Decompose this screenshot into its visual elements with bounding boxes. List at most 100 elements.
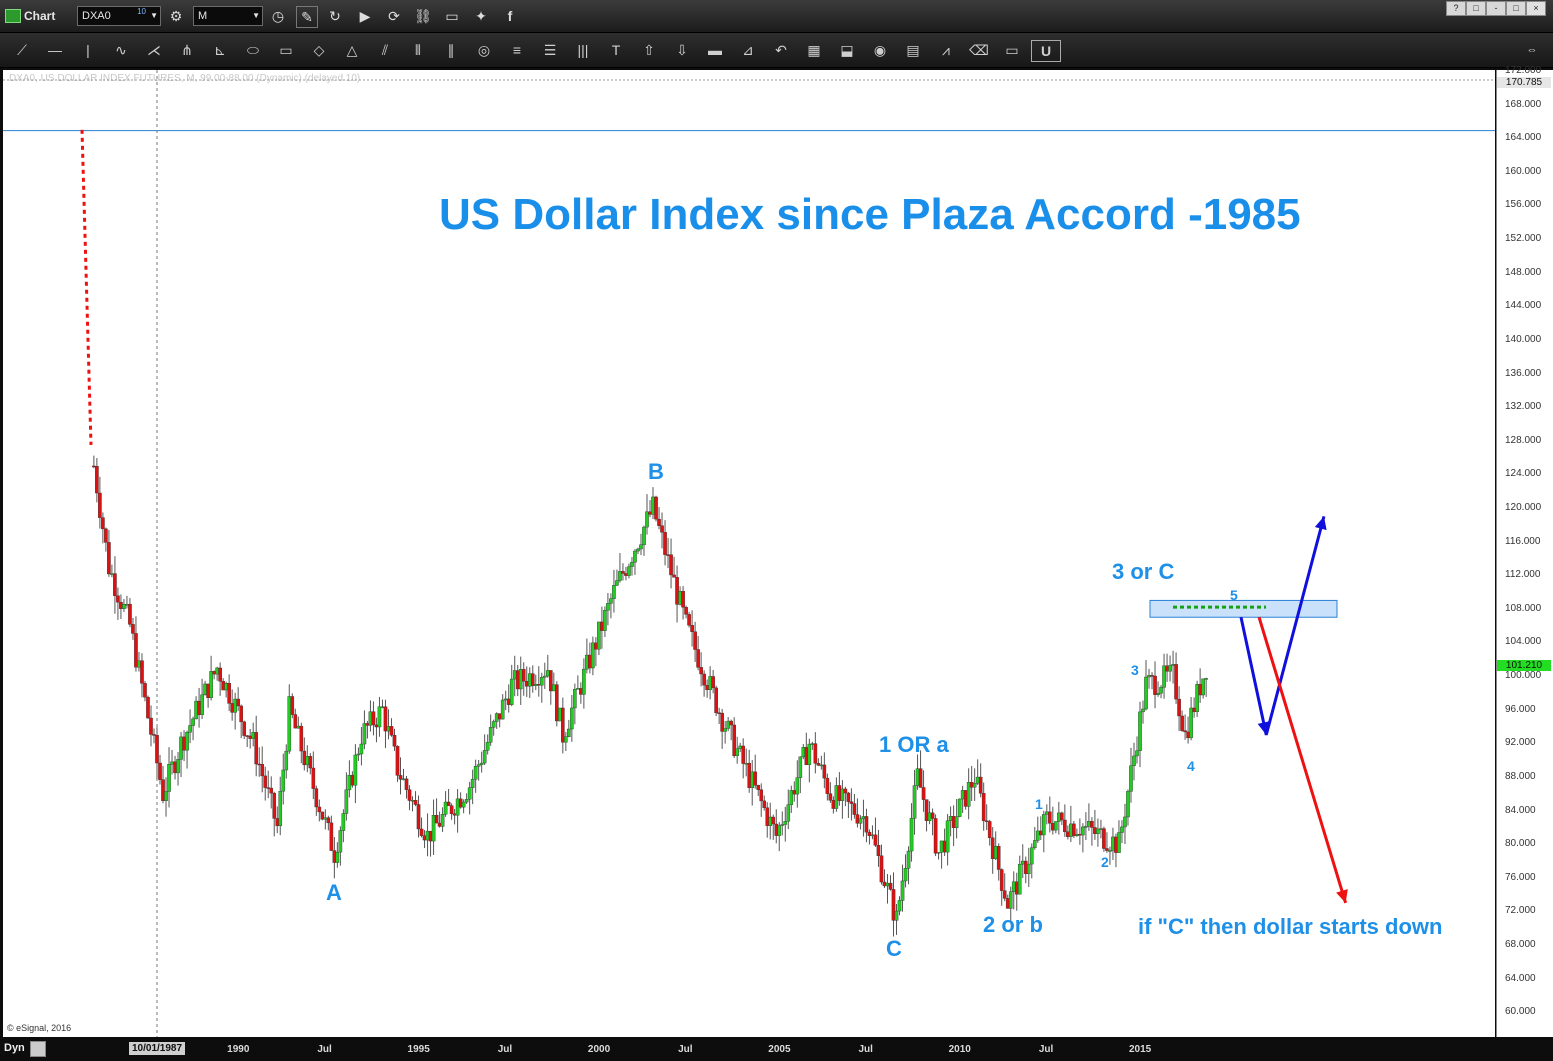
candle <box>987 821 992 839</box>
fan-icon[interactable]: ⋌ <box>147 42 161 58</box>
candle <box>885 882 890 887</box>
line-tool-icon[interactable]: ⟋ <box>17 42 27 58</box>
dyn-icon[interactable] <box>30 1041 46 1057</box>
dyn-button[interactable]: Dyn <box>4 1042 25 1054</box>
y-tick-label: 72.000 <box>1505 905 1536 917</box>
candle <box>386 726 391 732</box>
plot-area[interactable]: DXA0, US DOLLAR INDEX FUTURES, M, 99.00-… <box>3 70 1495 1037</box>
close-button[interactable]: × <box>1526 1 1546 16</box>
link-icon[interactable]: ⛓ <box>414 8 432 24</box>
candle <box>1129 765 1133 792</box>
candle <box>404 778 409 790</box>
back-arrow-icon[interactable]: ↶ <box>775 42 787 58</box>
chevron-down-icon[interactable]: ▼ <box>252 11 260 20</box>
candle <box>1096 828 1100 834</box>
replay-icon[interactable]: ⟳ <box>388 8 400 24</box>
restore-button[interactable]: □ <box>1466 1 1486 16</box>
candle <box>107 542 111 575</box>
maximize-button[interactable]: □ <box>1506 1 1526 16</box>
candle <box>747 763 752 788</box>
chart-axes-icon[interactable]: ⊿ <box>742 42 754 58</box>
candle <box>795 777 800 795</box>
parallel-icon[interactable]: ∥ <box>447 42 455 58</box>
interval-select[interactable]: M ▼ <box>193 6 263 26</box>
help-button[interactable]: ? <box>1446 1 1466 16</box>
wave-icon[interactable]: ∿ <box>115 42 127 58</box>
candle <box>660 525 664 533</box>
horizontal-line-icon[interactable]: — <box>48 42 62 58</box>
candle <box>768 816 773 826</box>
symbol-input[interactable]: DXA0 10 ▼ <box>77 6 161 26</box>
settings-icon[interactable]: ⚙ <box>169 8 183 24</box>
candle <box>615 580 619 586</box>
rectangle-icon[interactable]: ▭ <box>279 42 293 58</box>
candle <box>266 787 271 789</box>
gann-icon[interactable]: ⊾ <box>214 42 226 58</box>
candle <box>215 667 219 675</box>
time-axis[interactable]: Dyn 10/01/1987 1990 Jul 1995 Jul 2000 Jul 2005… <box>0 1038 1553 1061</box>
x-tick-label: 2010 <box>948 1044 971 1055</box>
clock-icon[interactable]: ◷ <box>271 8 285 24</box>
arrow-up-icon[interactable]: ⇧ <box>643 42 655 58</box>
candle <box>455 798 460 816</box>
blue-projection-arrow-line <box>1239 516 1326 736</box>
candle <box>711 676 715 689</box>
pti-icon[interactable]: ▤ <box>906 42 920 58</box>
play-icon[interactable]: ▶ <box>359 8 371 24</box>
candle <box>999 869 1004 891</box>
candle <box>476 764 481 767</box>
title-bar: Chart DXA0 10 ▼ ⚙ M ▼ ◷ ✎ ↻ ▶ ⟳ ⛓ ▭ ✦ f … <box>0 0 1553 33</box>
cycle-icon[interactable]: ⫴ <box>415 42 421 58</box>
price-axis[interactable]: 60.000 64.000 68.000 72.000 76.000 80.000 84.0… <box>1496 65 1553 1037</box>
candle <box>1138 711 1142 751</box>
twitter-icon[interactable]: ✦ <box>475 8 487 24</box>
minimize-button[interactable]: - <box>1486 1 1506 16</box>
fib-icon[interactable]: ≡ <box>512 42 522 58</box>
levels-icon[interactable]: ☰ <box>543 42 557 58</box>
channel-icon[interactable]: ⫽ <box>381 42 389 58</box>
bars-icon[interactable]: ||| <box>577 42 589 58</box>
candle <box>558 707 562 722</box>
candle <box>822 764 827 779</box>
comment-icon[interactable]: ▭ <box>445 8 459 24</box>
circle-icon[interactable]: ◎ <box>477 42 491 58</box>
candle <box>119 602 123 609</box>
vertical-line-icon[interactable]: | <box>86 42 90 58</box>
comment-icon[interactable]: ▭ <box>1005 42 1019 58</box>
triangle-icon[interactable]: △ <box>346 42 358 58</box>
candle <box>461 801 466 808</box>
arrow-down-icon[interactable]: ⇩ <box>676 42 688 58</box>
magnet-icon[interactable]: U <box>1031 40 1061 62</box>
pencil-icon[interactable]: ✎ <box>296 6 318 28</box>
candle <box>612 585 616 599</box>
candle <box>368 711 373 726</box>
candle <box>161 779 165 801</box>
pitchfork-icon[interactable]: ⋔ <box>181 42 193 58</box>
candle <box>996 845 1001 870</box>
bar-icon[interactable]: ▬ <box>708 42 722 58</box>
candle <box>1159 687 1163 694</box>
candle <box>221 681 225 691</box>
refresh-icon[interactable]: ↻ <box>329 8 341 24</box>
candle <box>1017 863 1022 895</box>
diamond-icon[interactable]: ◇ <box>313 42 325 58</box>
candle <box>182 736 186 751</box>
candle <box>819 764 824 767</box>
text-icon[interactable]: T <box>611 42 621 58</box>
wave-5: 5 <box>1230 587 1238 603</box>
wave-line-icon[interactable]: ⩘ <box>942 42 950 58</box>
panel-toggle-icon[interactable]: ⇔ <box>1526 44 1538 56</box>
mob-icon[interactable]: ⬓ <box>840 42 854 58</box>
ellipse-icon[interactable]: ⬭ <box>247 42 259 58</box>
candle <box>1011 881 1016 892</box>
candle <box>669 554 673 576</box>
candle <box>666 554 670 556</box>
candle <box>233 698 237 713</box>
chevron-down-icon[interactable]: ▼ <box>150 11 158 20</box>
candle <box>146 696 150 719</box>
eye-icon[interactable]: ◉ <box>873 42 887 58</box>
candle <box>1093 827 1097 834</box>
eraser-icon[interactable]: ⌫ <box>969 42 989 58</box>
facebook-icon[interactable]: f <box>507 8 513 24</box>
grid-icon[interactable]: ▦ <box>807 42 821 58</box>
